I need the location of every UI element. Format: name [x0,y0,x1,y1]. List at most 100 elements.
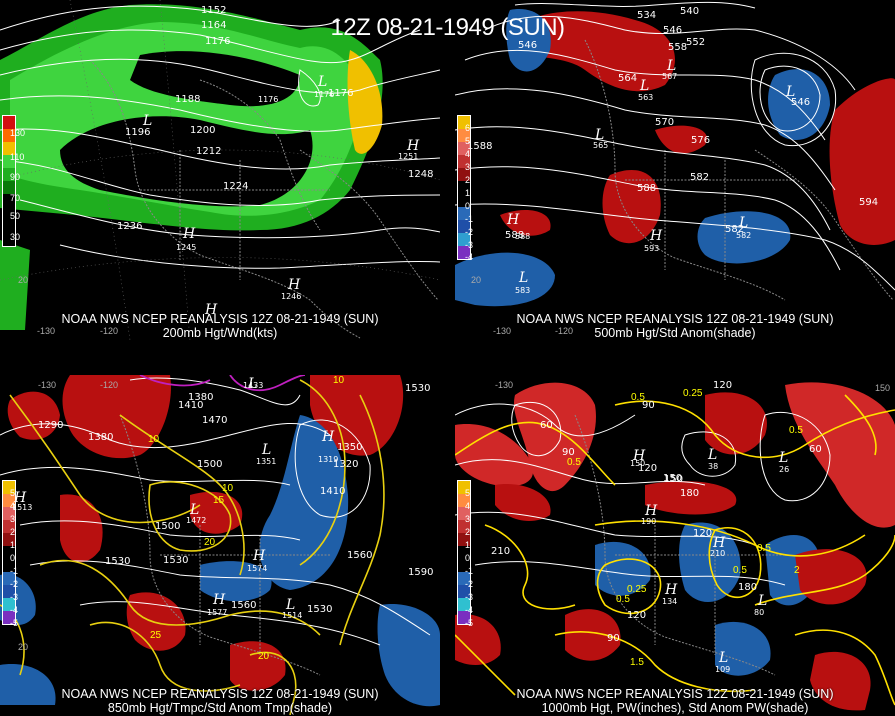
map-200mb [0,0,440,340]
lon-tick: -130 [493,326,512,336]
caption-line2: 200mb Hgt/Wnd(kts) [162,326,278,340]
legend-label: -5 [465,618,474,628]
height-label: 558 [668,42,688,53]
height-label: 180 [738,582,758,593]
legend-label: 130 [10,128,26,138]
coastlines [574,414,785,676]
legend-label: 50 [10,211,21,221]
legend-500mb [457,115,471,260]
height-label: 576 [691,135,711,146]
main-title: 12Z 08-21-1949 (SUN) [330,14,565,41]
height-label: 540 [680,6,700,17]
center-value: 582 [736,231,752,240]
height-label: 90 [642,400,655,411]
low-center-label: L [318,74,328,90]
temp-label: 20 [258,651,270,662]
pw-label: 0.5 [631,392,645,403]
height-label: 552 [686,37,706,48]
legend-label: 3 [465,514,471,524]
low-center-label: L [719,650,729,666]
center-value: 1513 [12,503,33,512]
caption-line2: 500mb Hgt/Std Anom(shade) [594,326,756,340]
center-value: 1351 [256,457,277,466]
height-label: 1560 [231,600,257,611]
center-value: 563 [638,93,654,102]
legend-label: -1 [465,214,474,224]
height-label: 1530 [105,556,131,567]
graticule [0,0,440,340]
lon-tick: -120 [100,326,119,336]
pw-label: 1.5 [630,657,644,668]
legend-label: 3 [10,514,16,524]
legend-label: 5 [10,488,16,498]
lon-tick: -120 [100,380,119,390]
height-label: 594 [859,197,879,208]
high-center-label: H [650,228,663,244]
center-value: 593 [644,244,660,253]
height-label: 1350 [337,442,363,453]
caption-line1: NOAA NWS NCEP REANALYSIS 12Z 08-21-1949 … [516,687,834,701]
legend-label: 1 [10,540,16,550]
low-center-label: L [786,84,796,100]
legend-1000mb [457,480,471,625]
lon-tick: -120 [555,326,574,336]
center-value: 109 [715,665,731,674]
center-value: 26 [779,465,790,474]
legend-label: 5 [465,136,471,146]
center-value: 134 [662,597,678,606]
high-center-label: H [407,138,420,154]
pw-label: 0.25 [627,584,647,595]
center-value: 1245 [176,243,197,252]
center-value: 1514 [282,611,303,620]
caption-line2: 1000mb Hgt, PW(inches), Std Anom PW(shad… [541,701,809,715]
low-center-label: L [708,447,718,463]
high-center-label: H [14,490,27,506]
legend-label: 110 [10,152,25,162]
pw-label: 2 [794,565,800,576]
height-label: 546 [663,25,683,36]
center-value: 567 [662,72,678,81]
height-label: 120 [693,528,713,539]
high-center-label: H [213,592,226,608]
legend-label: 0 [465,553,471,563]
legend-label: 4 [465,149,471,159]
height-label: 546 [791,97,811,108]
height-label: 210 [491,546,511,557]
low-center-label: L [248,376,258,392]
center-value: 1472 [186,516,207,525]
panel-500mb: 6 5 4 3 2 1 0 -1 -2 -3 -4 534 540 546 55… [455,0,895,340]
legend-200mb [2,115,16,247]
legend-label: 2 [10,527,16,537]
height-label: 1188 [175,94,201,105]
height-label: 1530 [307,604,333,615]
height-label: 1290 [38,420,64,431]
high-center-label: H [665,582,678,598]
center-value: 1319 [318,455,339,464]
height-contours [455,1,895,291]
legend-label: -2 [465,579,474,589]
high-center-label: H [713,535,726,551]
height-label: 1530 [405,383,431,394]
legend-label: 6 [465,123,471,133]
low-center-label: L [262,442,272,458]
center-value: 588 [515,232,531,241]
height-label: 60 [540,420,553,431]
height-label: 150 [663,473,683,484]
pw-label: 0.5 [567,457,581,468]
center-value: 583 [515,286,531,295]
high-center-label: H [633,448,646,464]
center-value: 1574 [247,564,268,573]
legend-label: 4 [10,501,16,511]
low-center-label: L [286,597,296,613]
high-center-label: H [288,277,301,293]
legend-label: 5 [465,488,471,498]
high-center-label: H [645,503,658,519]
legend-label: -2 [465,227,474,237]
height-label: 120 [627,610,647,621]
temp-label: 15 [213,495,225,506]
pw-label: 0.25 [683,388,703,399]
legend-label: -5 [10,618,19,628]
low-center-label: L [190,502,200,518]
height-label: 1164 [201,20,227,31]
anomaly-shading [455,9,895,307]
